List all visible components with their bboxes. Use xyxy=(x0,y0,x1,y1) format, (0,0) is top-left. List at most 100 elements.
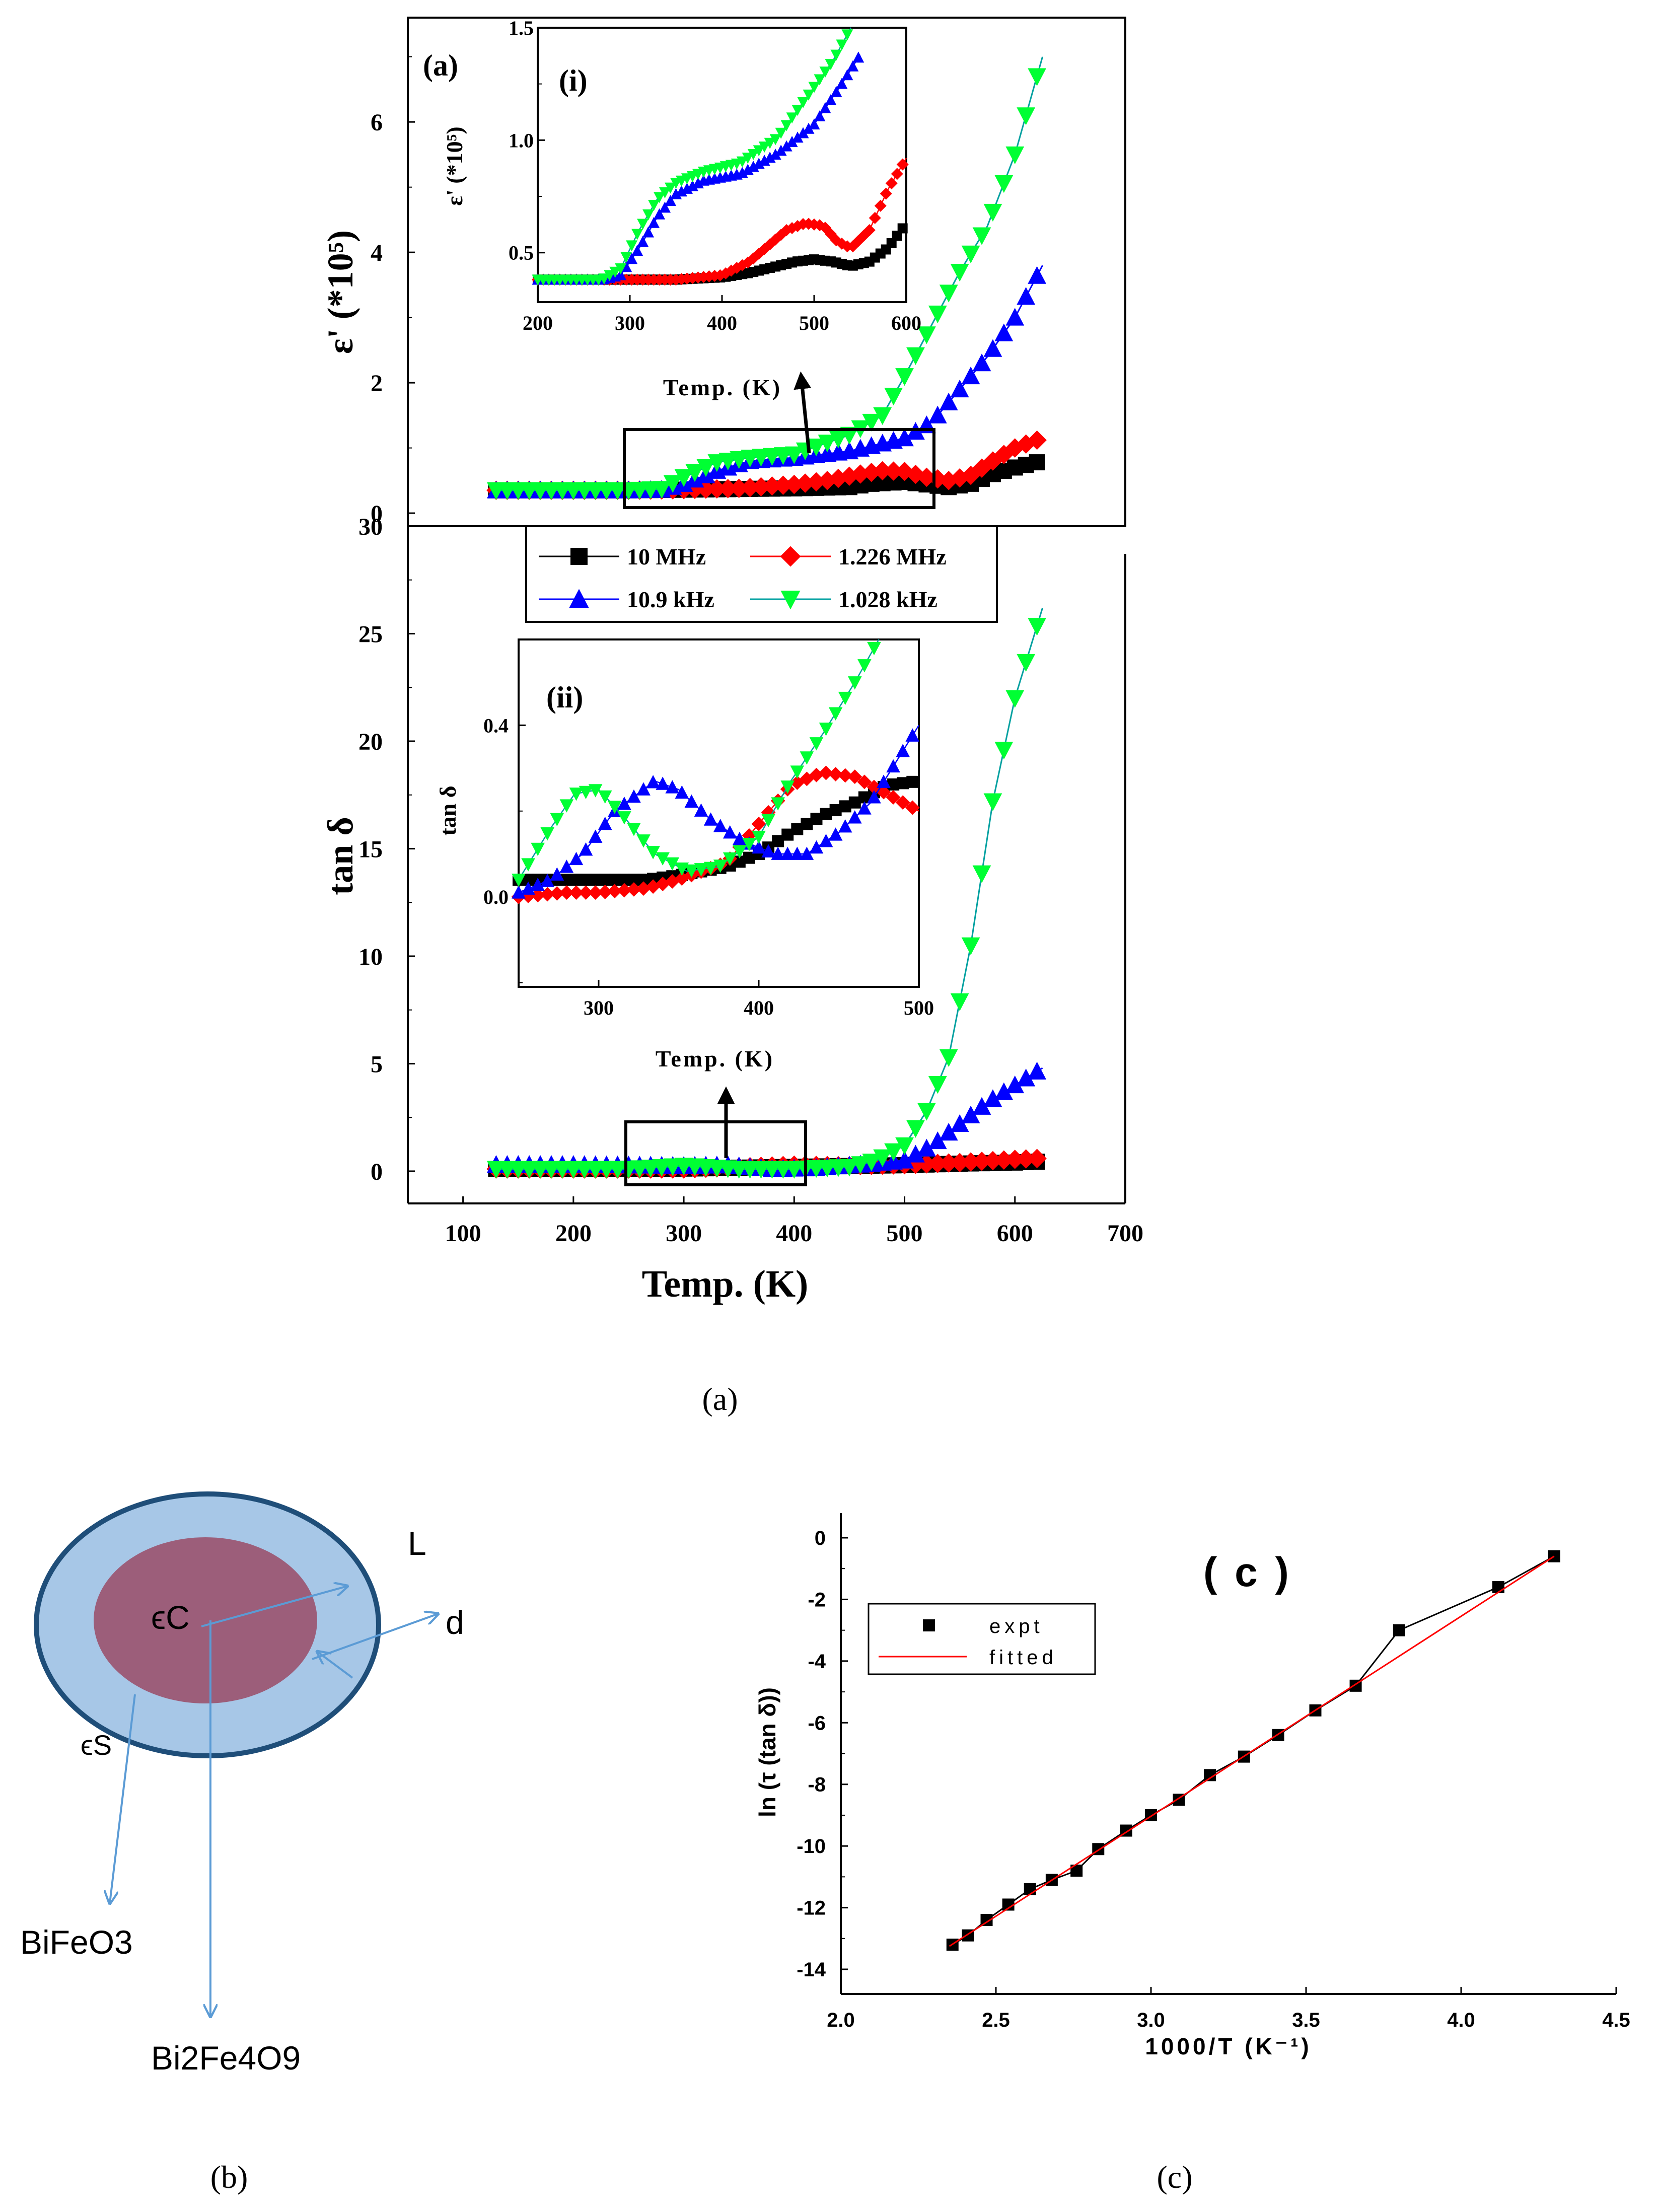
data-point xyxy=(905,800,920,815)
data-point xyxy=(847,60,859,72)
data-point xyxy=(836,78,848,89)
data-point xyxy=(659,187,671,198)
series-line xyxy=(949,1555,1555,1947)
data-point xyxy=(733,831,747,845)
y-tick-label: -10 xyxy=(797,1835,826,1858)
data-point xyxy=(1005,1150,1025,1169)
data-point xyxy=(800,751,814,765)
legend-c-items: expt fitted xyxy=(879,1615,1053,1669)
legend-marker xyxy=(923,1619,935,1631)
data-point xyxy=(1017,287,1036,305)
data-point xyxy=(569,788,584,801)
data-point xyxy=(906,1145,925,1163)
data-point xyxy=(1029,454,1045,471)
data-point xyxy=(828,827,843,841)
data-point xyxy=(867,642,881,656)
arrow-L xyxy=(201,1586,347,1627)
data-point xyxy=(747,161,759,172)
data-point xyxy=(718,479,738,498)
data-point xyxy=(884,1143,903,1161)
data-point xyxy=(939,284,958,303)
data-point xyxy=(617,811,631,825)
data-point xyxy=(685,464,704,482)
data-point xyxy=(972,1097,991,1115)
data-point xyxy=(928,1076,947,1094)
data-point xyxy=(780,120,792,131)
data-point xyxy=(828,707,843,721)
series-1-028-khz xyxy=(532,27,853,286)
data-point xyxy=(857,801,872,815)
data-point xyxy=(1028,68,1047,86)
y-tick-label: 0 xyxy=(815,1527,826,1549)
data-point xyxy=(762,476,782,496)
data-point xyxy=(972,1152,992,1171)
x-tick-label: 3.0 xyxy=(1137,2009,1165,2031)
data-point xyxy=(896,158,909,171)
data-point xyxy=(848,810,862,824)
data-point xyxy=(784,474,804,494)
x-tick-label: 200 xyxy=(523,312,553,334)
y-tick-label: 0.5 xyxy=(509,242,534,264)
data-point xyxy=(531,842,545,857)
data-point xyxy=(559,885,574,900)
zoom-box-top xyxy=(623,428,935,509)
data-point xyxy=(550,813,564,827)
data-point xyxy=(928,1154,948,1173)
legend-label: 10.9 kHz xyxy=(627,587,714,612)
data-point xyxy=(886,759,900,773)
data-point xyxy=(862,1154,881,1172)
data-point xyxy=(674,469,693,487)
data-point xyxy=(1005,308,1025,326)
label-bi2fe4o9: Bi2Fe4O9 xyxy=(151,2039,301,2077)
data-point xyxy=(906,1120,925,1138)
data-point xyxy=(1027,1149,1047,1168)
data-point xyxy=(626,253,638,264)
y-tick-label: 30 xyxy=(358,514,383,540)
y-tick-label: -8 xyxy=(808,1774,826,1796)
data-point xyxy=(928,405,947,423)
y-tick-label: 1.5 xyxy=(509,17,534,39)
inset-i-xlabel: Temp. (K) xyxy=(663,375,782,400)
inset-ii-axes: 0.0 0.4 300 400 500 xyxy=(483,639,934,1019)
data-point xyxy=(604,270,616,281)
caption-a: (a) xyxy=(702,1381,738,1417)
data-point xyxy=(694,803,708,817)
data-point xyxy=(579,842,593,856)
series-1-028-khz xyxy=(486,56,1047,500)
data-point xyxy=(800,846,814,860)
data-point xyxy=(761,805,776,820)
panel-a-bottom-axes: 0 5 10 15 20 25 30 100 200 300 400 500 600 700 xyxy=(358,514,1143,1247)
data-point xyxy=(752,840,766,854)
data-point xyxy=(665,194,677,206)
inset-i-label: (i) xyxy=(559,64,588,97)
x-tick-label: 4.5 xyxy=(1602,2009,1630,2031)
label-L: L xyxy=(408,1525,426,1562)
data-point xyxy=(796,473,815,493)
x-tick-label: 700 xyxy=(1107,1220,1143,1247)
data-point xyxy=(636,881,651,896)
data-point xyxy=(631,245,643,256)
data-point xyxy=(906,464,925,484)
data-point xyxy=(617,797,631,810)
data-point xyxy=(530,888,545,903)
data-point xyxy=(771,846,785,860)
data-point xyxy=(707,479,727,499)
data-point xyxy=(950,1153,970,1173)
data-point xyxy=(817,471,837,490)
data-point xyxy=(733,845,747,859)
data-point xyxy=(550,867,564,881)
data-point xyxy=(939,471,959,490)
legend-label: expt xyxy=(989,1615,1044,1637)
data-point xyxy=(1028,618,1047,636)
x-tick-label: 500 xyxy=(904,996,934,1019)
legend-a-frame xyxy=(525,525,998,623)
panel-a-top-axes: 0 2 4 6 xyxy=(371,56,1047,527)
data-point xyxy=(769,149,781,160)
data-point xyxy=(867,790,881,804)
panel-c-axes: -14 -12 -10 -8 -6 -4 -2 0 2.0 2.5 3.0 3.5 4.0 4.5 xyxy=(797,1527,1630,2031)
x-tick-label: 100 xyxy=(445,1220,481,1247)
data-point xyxy=(723,852,737,866)
data-point xyxy=(637,236,649,247)
data-point xyxy=(841,69,853,81)
data-point xyxy=(983,203,1002,222)
